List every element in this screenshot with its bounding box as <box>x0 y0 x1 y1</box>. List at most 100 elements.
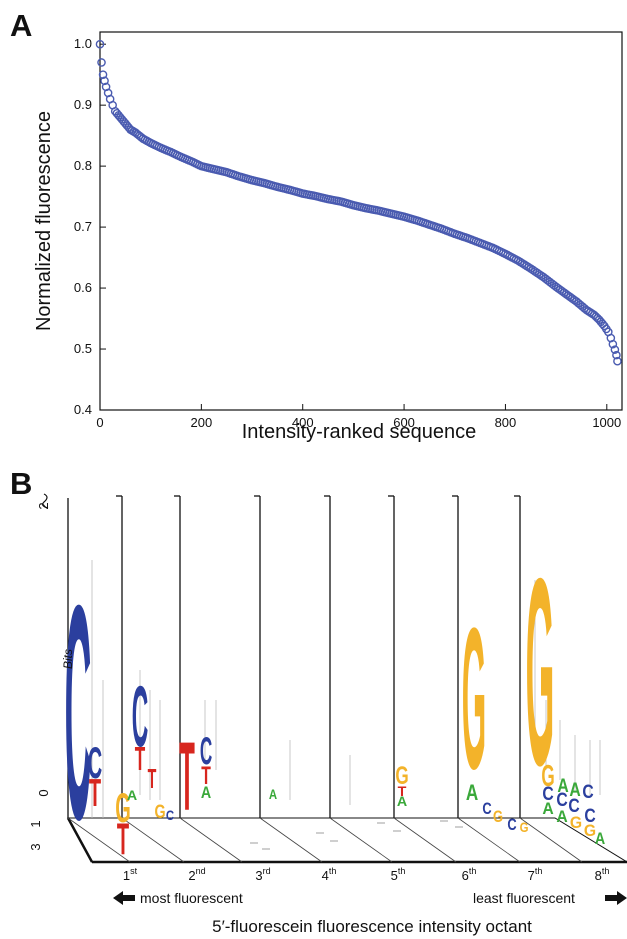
octant-floor-rail <box>179 817 243 863</box>
most-fluorescent-label: most fluorescent <box>140 890 243 906</box>
logo-letter-T: T <box>117 815 129 864</box>
octant-ordinal: st <box>130 866 138 876</box>
octant-ordinal: th <box>535 866 543 876</box>
data-point <box>613 356 622 366</box>
x-tick-label: 1000 <box>592 415 621 430</box>
octant-number: 3 <box>255 868 262 883</box>
logo-letter-G: G <box>154 801 165 823</box>
octant-rails <box>42 493 601 863</box>
logo-letter-T: T <box>201 762 211 790</box>
octant-floor-rail <box>519 817 583 863</box>
octant-number: 8 <box>595 868 602 883</box>
logo-letter-C: C <box>132 669 149 765</box>
least-fluorescent-label: least fluorescent <box>473 890 575 906</box>
y-tick-label: 0.5 <box>74 341 92 356</box>
logo-letter-G: G <box>570 814 582 833</box>
panel-a-label: A <box>10 8 32 43</box>
logo-letter-G: G <box>493 809 503 827</box>
x-tick-label: 0 <box>96 415 103 430</box>
logo-letter-A: A <box>127 787 137 803</box>
octant-number: 4 <box>322 868 329 883</box>
octant-label: 7th <box>528 866 543 883</box>
logo-residual-mark <box>455 826 463 828</box>
octant-floor-rail <box>259 817 323 863</box>
data-point <box>610 345 620 354</box>
right-arrow-icon <box>605 891 627 905</box>
logo-letter-G: G <box>541 760 554 793</box>
y-axis-ticks: 0.4 0.5 0.6 0.7 0.8 0.9 1.0 <box>74 36 106 417</box>
y-tick-label: 0.4 <box>74 402 92 417</box>
octant-label: 8th <box>595 866 610 883</box>
octant-floor-rail <box>121 817 185 863</box>
octant-label: 6th <box>462 866 477 883</box>
logo-letter-A: A <box>595 830 605 848</box>
logo-letter-G: G <box>462 586 486 811</box>
logo-letter-A: A <box>201 784 211 802</box>
logo-letter-C: C <box>482 801 492 819</box>
logo-residual-mark <box>393 830 401 832</box>
logo-letter-A: A <box>557 774 569 796</box>
logo-letter-A: A <box>466 781 478 806</box>
y-tick-label: 1.0 <box>74 36 92 51</box>
octant-number: 6 <box>462 868 469 883</box>
data-points <box>95 39 622 366</box>
panel-b-label: B <box>10 466 32 501</box>
data-point <box>98 70 108 79</box>
octant-ordinal: th <box>602 866 610 876</box>
depth-tick-3: 3 <box>28 843 43 850</box>
octant-labels: 1st 2nd 3rd 4th 5th 6th 7th 8th <box>123 866 610 883</box>
octant-label: 5th <box>391 866 406 883</box>
data-point <box>612 350 621 360</box>
logo-letter-C: C <box>166 807 174 823</box>
logo-residual-mark <box>330 840 338 842</box>
octant-label: 4th <box>322 866 337 883</box>
octant-label: 3rd <box>255 866 270 883</box>
logo-letter-C: C <box>542 782 554 804</box>
logo-letter-G: G <box>584 822 596 841</box>
x-tick-label: 600 <box>393 415 415 430</box>
octant-number: 7 <box>528 868 535 883</box>
octant-number: 2 <box>188 868 195 883</box>
data-point <box>97 58 106 67</box>
logo-letter-T: T <box>398 783 407 799</box>
octant-ordinal: th <box>329 866 337 876</box>
logo-letter-T: T <box>89 771 101 815</box>
octant-floor-rail <box>67 817 131 863</box>
octant-floor-rail <box>457 817 521 863</box>
octant-ordinal: rd <box>263 866 271 876</box>
plot-frame <box>99 31 623 411</box>
left-arrow-icon <box>113 891 135 905</box>
logo-letter-G: G <box>115 784 131 831</box>
base-left-edge <box>66 817 94 863</box>
data-point <box>95 39 105 49</box>
base-plane <box>67 817 627 863</box>
logo-letter-C: C <box>584 804 596 826</box>
logo-letter-C: C <box>200 730 212 773</box>
logo-letter-G: G <box>526 524 555 821</box>
y-tick-label: 0.9 <box>74 97 92 112</box>
logo-letter-T: T <box>135 740 145 778</box>
logo-letter-A: A <box>556 808 568 827</box>
octant-number: 5 <box>391 868 398 883</box>
octant-ordinal: nd <box>196 866 206 876</box>
octant-ordinal: th <box>398 866 406 876</box>
logo-letter-G: G <box>520 819 529 835</box>
logo-letter-A: A <box>269 786 277 802</box>
logo-letter-T: T <box>179 724 195 832</box>
octant-label: 1st <box>123 866 138 883</box>
octant-floor-rail <box>329 817 393 863</box>
logo-letter-A: A <box>542 800 554 819</box>
y-tick-label: 0.6 <box>74 280 92 295</box>
y-tick-label: 0.8 <box>74 158 92 173</box>
logo-letter-C: C <box>556 788 568 810</box>
octant-ordinal: th <box>469 866 477 876</box>
logo-letter-C: C <box>568 794 580 816</box>
x-axis-ticks: 0 200 400 600 800 1000 <box>96 404 621 430</box>
logo-residual-mark <box>377 822 385 824</box>
logo-letter-G: G <box>395 762 408 790</box>
octant-floor-rail <box>393 817 457 863</box>
axis-break-icon <box>42 493 49 509</box>
x-tick-label: 800 <box>495 415 517 430</box>
bits-tick-0: 0 <box>36 789 51 796</box>
